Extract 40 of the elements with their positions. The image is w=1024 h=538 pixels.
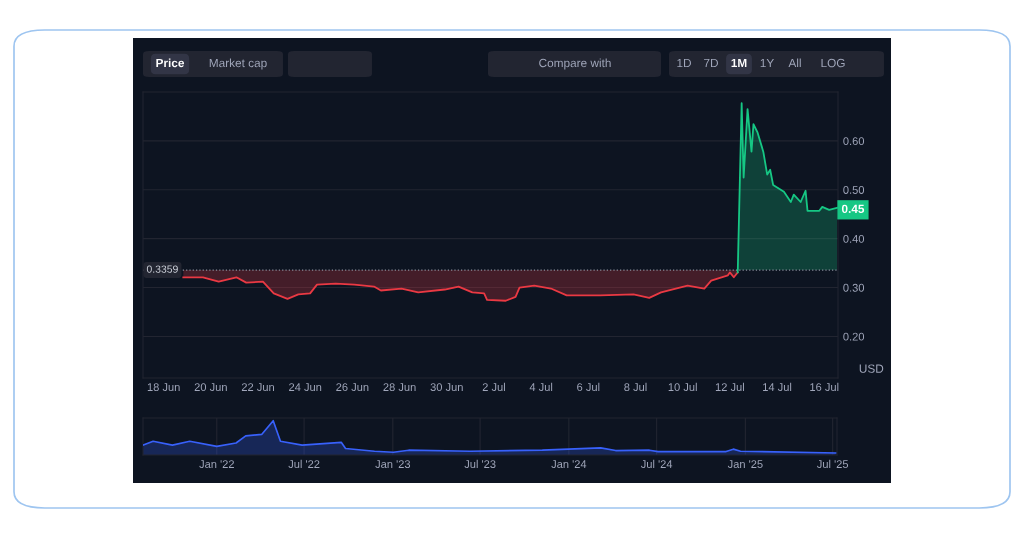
text: 1D: [677, 58, 691, 68]
y-tick-label: 0.50: [843, 186, 865, 194]
x-tick-label: 12 Jul: [715, 382, 744, 392]
x-tick-label: 22 Jun: [241, 383, 274, 392]
x-tick-label: 2 Jul: [482, 382, 505, 392]
text: 1Y: [760, 58, 774, 68]
text: Compare with: [539, 58, 611, 70]
y-tick-label: 0.40: [843, 234, 865, 243]
ref-line-label: 0.3359: [146, 265, 178, 273]
text: 1M: [731, 58, 747, 68]
x-tick-label: 14 Jul: [763, 382, 792, 392]
x-tick-label: 20 Jun: [194, 383, 227, 392]
annotation: 0.45: [841, 204, 865, 213]
x-tick-label: Jul '23: [464, 459, 496, 469]
text: All: [788, 58, 801, 68]
x-tick-label: 8 Jul: [624, 382, 647, 392]
y-tick-label: 0.30: [843, 283, 865, 292]
text: LOG: [821, 58, 845, 68]
x-tick-label: Jul '22: [288, 459, 320, 469]
x-tick-label: Jan '22: [199, 460, 234, 469]
x-tick-label: Jan '24: [551, 460, 587, 469]
y-tick-label: 0.60: [843, 137, 865, 146]
x-tick-label: Jan '25: [727, 460, 763, 469]
x-tick-label: 30 Jun: [430, 383, 463, 392]
x-tick-label: 4 Jul: [529, 382, 553, 392]
y-tick-label: 0.20: [843, 332, 865, 341]
x-tick-label: 26 Jun: [336, 383, 369, 392]
x-tick-label: Jan '23: [375, 460, 411, 469]
y-axis-title: USD: [859, 364, 884, 373]
text: 7D: [704, 58, 718, 68]
x-tick-label: 6 Jul: [577, 382, 600, 392]
text: Market cap: [209, 58, 267, 70]
x-tick-label: 10 Jul: [668, 382, 697, 392]
x-tick-label: 16 Jul: [810, 382, 839, 392]
x-tick-label: 18 Jun: [147, 383, 180, 392]
x-tick-label: 28 Jun: [383, 383, 416, 392]
x-tick-label: Jul '25: [816, 459, 849, 469]
x-tick-label: Jul '24: [640, 459, 673, 469]
text: Price: [156, 58, 185, 68]
x-tick-label: 24 Jun: [289, 383, 322, 392]
